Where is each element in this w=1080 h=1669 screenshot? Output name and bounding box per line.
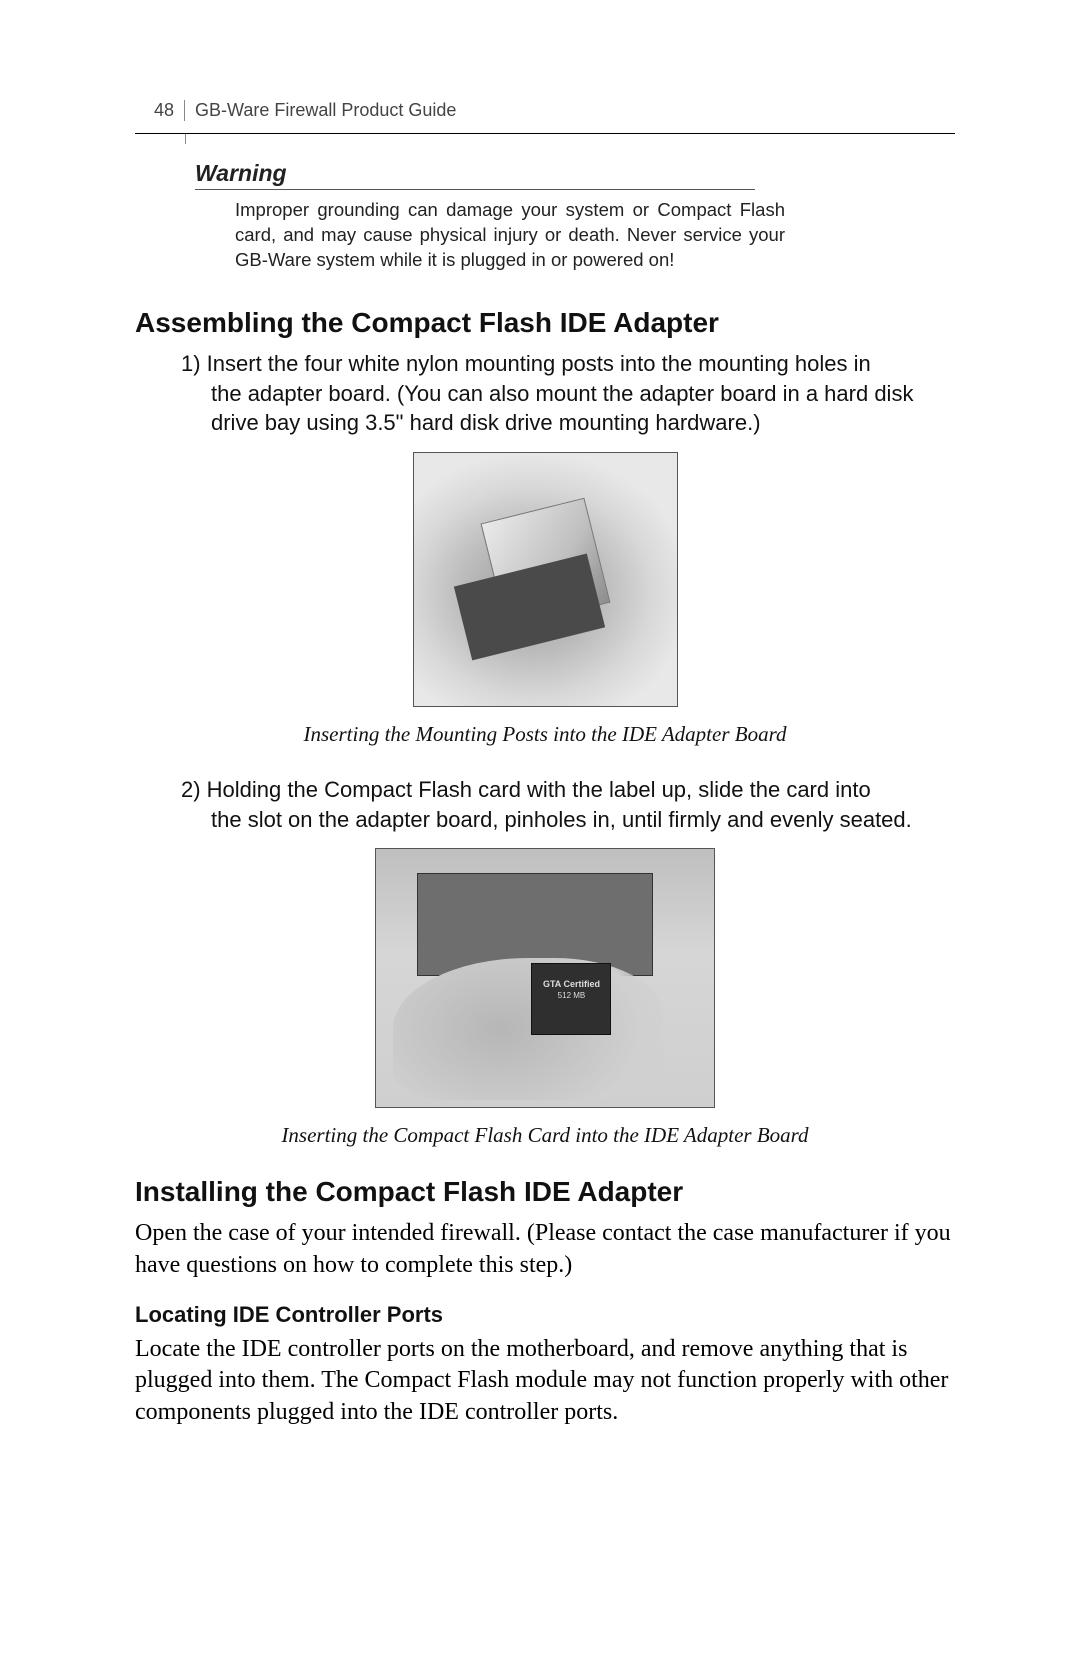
cf-card-shape: GTA Certified 512 MB xyxy=(531,963,611,1035)
figure-1-image xyxy=(413,452,678,707)
figure-2-placeholder: GTA Certified 512 MB xyxy=(376,849,714,1107)
header-rule xyxy=(135,133,955,134)
hand-shape xyxy=(393,958,663,1100)
step-1-lead: 1) Insert the four white nylon mounting … xyxy=(181,351,871,376)
warning-rule xyxy=(195,189,755,190)
figure-2-image: GTA Certified 512 MB xyxy=(375,848,715,1108)
header-tick xyxy=(185,134,186,144)
step-2: 2) Holding the Compact Flash card with t… xyxy=(181,775,955,834)
section2-subheading: Locating IDE Controller Ports xyxy=(135,1302,955,1328)
step-1-rest: the adapter board. (You can also mount t… xyxy=(181,379,955,438)
warning-title: Warning xyxy=(195,160,955,187)
figure-2: GTA Certified 512 MB xyxy=(135,848,955,1113)
figure-2-caption: Inserting the Compact Flash Card into th… xyxy=(135,1123,955,1148)
document-page: 48 GB-Ware Firewall Product Guide Warnin… xyxy=(0,0,1080,1529)
cf-card-label-1: GTA Certified xyxy=(532,978,610,991)
page-header: 48 GB-Ware Firewall Product Guide xyxy=(135,100,955,129)
figure-1-placeholder xyxy=(414,453,677,706)
section1-heading: Assembling the Compact Flash IDE Adapter xyxy=(135,307,955,339)
section2-body: Open the case of your intended firewall.… xyxy=(135,1218,955,1281)
step-2-lead: 2) Holding the Compact Flash card with t… xyxy=(181,777,871,802)
figure-1-caption: Inserting the Mounting Posts into the ID… xyxy=(135,722,955,747)
section2-heading: Installing the Compact Flash IDE Adapter xyxy=(135,1176,955,1208)
figure-1 xyxy=(135,452,955,712)
section2-subbody: Locate the IDE controller ports on the m… xyxy=(135,1334,955,1429)
page-number: 48 xyxy=(135,100,185,121)
document-title: GB-Ware Firewall Product Guide xyxy=(185,100,456,121)
step-2-rest: the slot on the adapter board, pinholes … xyxy=(181,805,955,835)
warning-block: Warning Improper grounding can damage yo… xyxy=(195,160,955,273)
warning-body: Improper grounding can damage your syste… xyxy=(195,198,955,273)
step-1: 1) Insert the four white nylon mounting … xyxy=(181,349,955,438)
cf-card-label-2: 512 MB xyxy=(532,990,610,1001)
